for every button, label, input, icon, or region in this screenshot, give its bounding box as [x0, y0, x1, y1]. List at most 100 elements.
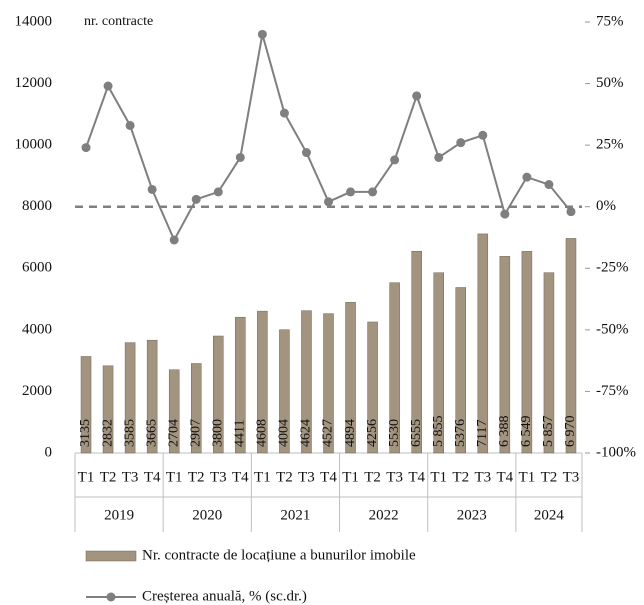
- data-label: 2704: [166, 419, 181, 447]
- line-marker: [213, 187, 223, 197]
- legend-label: Nr. contracte de locațiune a bunurilor i…: [142, 547, 416, 563]
- x-tick-label: T2: [188, 469, 205, 485]
- x-group-label: 2019: [104, 507, 134, 523]
- legend-swatch: [85, 550, 137, 562]
- data-label: 5376: [453, 419, 468, 447]
- data-label: 6555: [409, 419, 424, 447]
- data-label: 4894: [343, 419, 358, 447]
- y2-tick-label: -100%: [596, 444, 636, 460]
- x-tick-label: T3: [122, 469, 139, 485]
- line-marker: [522, 172, 532, 182]
- x-tick-label: T2: [100, 469, 117, 485]
- bar: [499, 256, 511, 454]
- x-tick-label: T1: [519, 469, 536, 485]
- data-label: 2832: [100, 419, 115, 447]
- bar: [565, 238, 577, 454]
- x-tick-label: T3: [474, 469, 491, 485]
- legend-swatch: [106, 592, 116, 602]
- x-tick-label: T1: [78, 469, 95, 485]
- line-marker: [390, 155, 400, 165]
- line-marker: [500, 209, 510, 219]
- data-label: 3585: [122, 419, 137, 447]
- y-tick-label: 6000: [22, 260, 52, 276]
- bar: [301, 310, 312, 454]
- line-marker: [346, 187, 356, 197]
- line-marker: [235, 152, 245, 162]
- x-tick-label: T1: [342, 469, 359, 485]
- x-tick-label: T2: [364, 469, 381, 485]
- x-group-label: 2020: [192, 507, 222, 523]
- y-tick-label: 12000: [15, 75, 53, 91]
- data-label: 5 855: [431, 416, 446, 448]
- y-tick-label: 14000: [15, 13, 53, 29]
- x-tick-label: T1: [254, 469, 271, 485]
- data-label: 3135: [78, 419, 93, 447]
- data-label: 5530: [387, 419, 402, 447]
- data-label: 6 549: [519, 416, 534, 448]
- y2-tick-label: 0%: [596, 198, 616, 214]
- y2-tick-label: -25%: [596, 260, 629, 276]
- bar: [124, 342, 136, 454]
- data-label: 6 970: [563, 416, 578, 448]
- line-marker: [125, 120, 135, 130]
- bar: [146, 339, 158, 454]
- y2-tick-label: 25%: [596, 137, 624, 153]
- data-label: 4527: [321, 419, 336, 447]
- x-tick-label: T2: [541, 469, 558, 485]
- data-label: 3665: [144, 419, 159, 447]
- x-tick-label: T4: [232, 469, 249, 485]
- line-marker: [191, 194, 201, 204]
- y-tick-label: 4000: [22, 321, 52, 337]
- x-group-label: 2021: [280, 507, 310, 523]
- bar: [345, 302, 356, 454]
- line-marker: [147, 184, 157, 194]
- line-marker: [412, 91, 422, 101]
- x-group-label: 2023: [457, 507, 487, 523]
- x-tick-label: T4: [497, 469, 514, 485]
- x-tick-label: T4: [408, 469, 425, 485]
- bar: [543, 272, 555, 454]
- line-marker: [324, 197, 333, 207]
- line-marker: [301, 148, 311, 158]
- y2-tick-label: -75%: [596, 383, 629, 399]
- line-marker: [279, 108, 289, 118]
- line: [85, 34, 572, 243]
- y2-tick-label: 50%: [596, 75, 624, 91]
- bar: [411, 250, 422, 454]
- bar: [213, 335, 224, 454]
- data-label: 4411: [233, 420, 248, 447]
- annotation: nr. contracte: [84, 14, 153, 29]
- bar: [235, 316, 246, 454]
- x-tick-label: T2: [452, 469, 469, 485]
- bar: [102, 365, 114, 454]
- line-marker: [478, 130, 488, 140]
- x-tick-label: T4: [144, 469, 161, 485]
- y2-tick-label: 75%: [596, 13, 624, 29]
- x-tick-label: T3: [298, 469, 315, 485]
- bar: [323, 313, 334, 454]
- bar: [190, 363, 202, 454]
- y2-tick-label: -50%: [596, 321, 629, 337]
- bar: [521, 251, 533, 454]
- data-label: 6 388: [497, 416, 512, 448]
- x-group-label: 2024: [534, 507, 565, 523]
- bar: [367, 321, 378, 454]
- bar: [80, 356, 92, 454]
- x-tick-label: T3: [210, 469, 227, 485]
- bar: [477, 233, 489, 454]
- line-marker: [434, 152, 444, 162]
- data-label: 3800: [211, 419, 226, 447]
- x-tick-label: T4: [320, 469, 337, 485]
- y-tick-label: 2000: [22, 383, 52, 399]
- data-label: 4624: [299, 419, 314, 447]
- y-tick-label: 8000: [22, 198, 52, 214]
- bar: [257, 310, 268, 454]
- line-marker: [456, 138, 466, 148]
- line-marker: [544, 180, 554, 190]
- line-marker: [81, 143, 91, 153]
- bar: [455, 287, 467, 454]
- line-marker: [103, 81, 113, 91]
- data-label: 2907: [188, 419, 203, 447]
- data-label: 4608: [255, 419, 270, 447]
